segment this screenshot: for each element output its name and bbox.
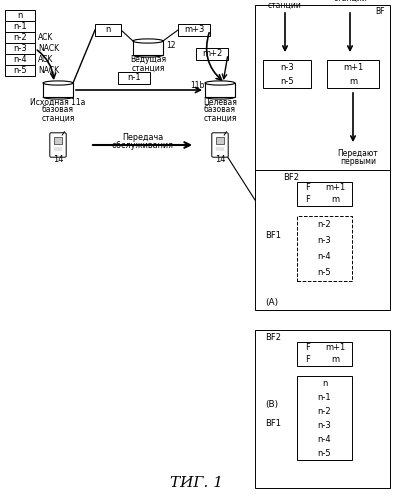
Text: станции: станции [333,0,367,2]
Ellipse shape [133,39,163,43]
Text: 12: 12 [166,42,176,50]
Text: n-1: n-1 [127,74,141,82]
Text: n-1: n-1 [318,392,331,402]
Bar [5,32,35,43]
Bar [95,24,121,36]
Text: n: n [105,26,111,35]
Text: обслуживания: обслуживания [112,140,174,149]
Text: Ведущая: Ведущая [130,56,166,64]
Text: ACK: ACK [38,33,53,42]
Text: n-3: n-3 [318,236,331,245]
Bar [205,83,235,97]
Ellipse shape [205,81,235,85]
Text: n-5: n-5 [280,76,294,86]
Text: базовой: базовой [269,0,301,2]
Text: 14: 14 [215,154,225,164]
Text: n-4: n-4 [318,252,331,261]
Bar [255,170,390,310]
Text: F: F [305,196,310,204]
Text: F: F [305,344,310,352]
Text: n-3: n-3 [318,420,331,430]
Text: BF2: BF2 [283,174,299,182]
Text: m+3: m+3 [184,26,204,35]
Text: m: m [331,356,339,364]
FancyBboxPatch shape [50,133,66,157]
Bar [255,330,390,488]
Text: NACK: NACK [38,66,59,75]
Text: m+1: m+1 [325,184,345,192]
Text: Исходная 11а: Исходная 11а [30,98,86,106]
Bar [5,21,35,32]
Text: n: n [17,11,23,20]
Text: (A): (A) [265,298,278,306]
Text: n-4: n-4 [318,434,331,444]
Bar [5,10,35,21]
Text: m+1: m+1 [325,344,345,352]
Text: BF2: BF2 [265,334,281,342]
Text: базовая: базовая [204,106,236,114]
Text: BF: BF [375,8,384,16]
Bar [327,60,379,88]
Bar [297,376,352,460]
Text: n: n [322,378,327,388]
Text: станция: станция [41,114,75,122]
Text: BF1: BF1 [265,420,281,428]
Bar [5,54,35,65]
Bar [263,60,311,88]
Bar [297,342,352,366]
Text: BF1: BF1 [265,232,281,240]
Text: n-5: n-5 [13,66,27,75]
Bar [54,138,62,144]
Bar [5,43,35,54]
Text: станции: станции [268,0,302,10]
Text: m: m [349,76,357,86]
Text: n-4: n-4 [13,55,27,64]
Text: n-3: n-3 [13,44,27,53]
Text: n-2: n-2 [13,33,27,42]
Text: F: F [305,356,310,364]
Text: (B): (B) [265,400,278,408]
Text: базовая: базовая [42,106,74,114]
Text: n-5: n-5 [318,268,331,278]
Text: m+1: m+1 [343,62,363,72]
Bar [178,24,210,36]
Text: 11b: 11b [191,80,205,90]
Text: ACK: ACK [38,55,53,64]
Text: 14: 14 [53,154,63,164]
Text: m+2: m+2 [202,50,222,58]
Ellipse shape [43,81,73,85]
Text: n-2: n-2 [318,406,331,416]
Text: станция: станция [203,114,237,122]
FancyBboxPatch shape [212,133,228,157]
Bar [118,72,150,84]
Text: Передают: Передают [338,148,378,158]
Text: m: m [331,196,339,204]
Text: n-2: n-2 [318,220,331,228]
Text: станция: станция [131,64,165,72]
Bar [43,83,73,97]
Text: n-5: n-5 [318,448,331,458]
Bar [255,5,390,185]
Bar [216,138,224,144]
Text: NACK: NACK [38,44,59,53]
Text: ΤИГ. 1: ΤИГ. 1 [169,476,222,490]
Bar [133,41,163,55]
Text: n-3: n-3 [280,62,294,72]
Text: первыми: первыми [340,158,376,166]
Text: F: F [305,184,310,192]
Bar [297,216,352,281]
Text: Целевая: Целевая [203,98,237,106]
Bar [196,48,228,60]
Bar [5,65,35,76]
Bar [297,182,352,206]
Text: Передача: Передача [122,132,163,141]
Text: n-1: n-1 [13,22,27,31]
